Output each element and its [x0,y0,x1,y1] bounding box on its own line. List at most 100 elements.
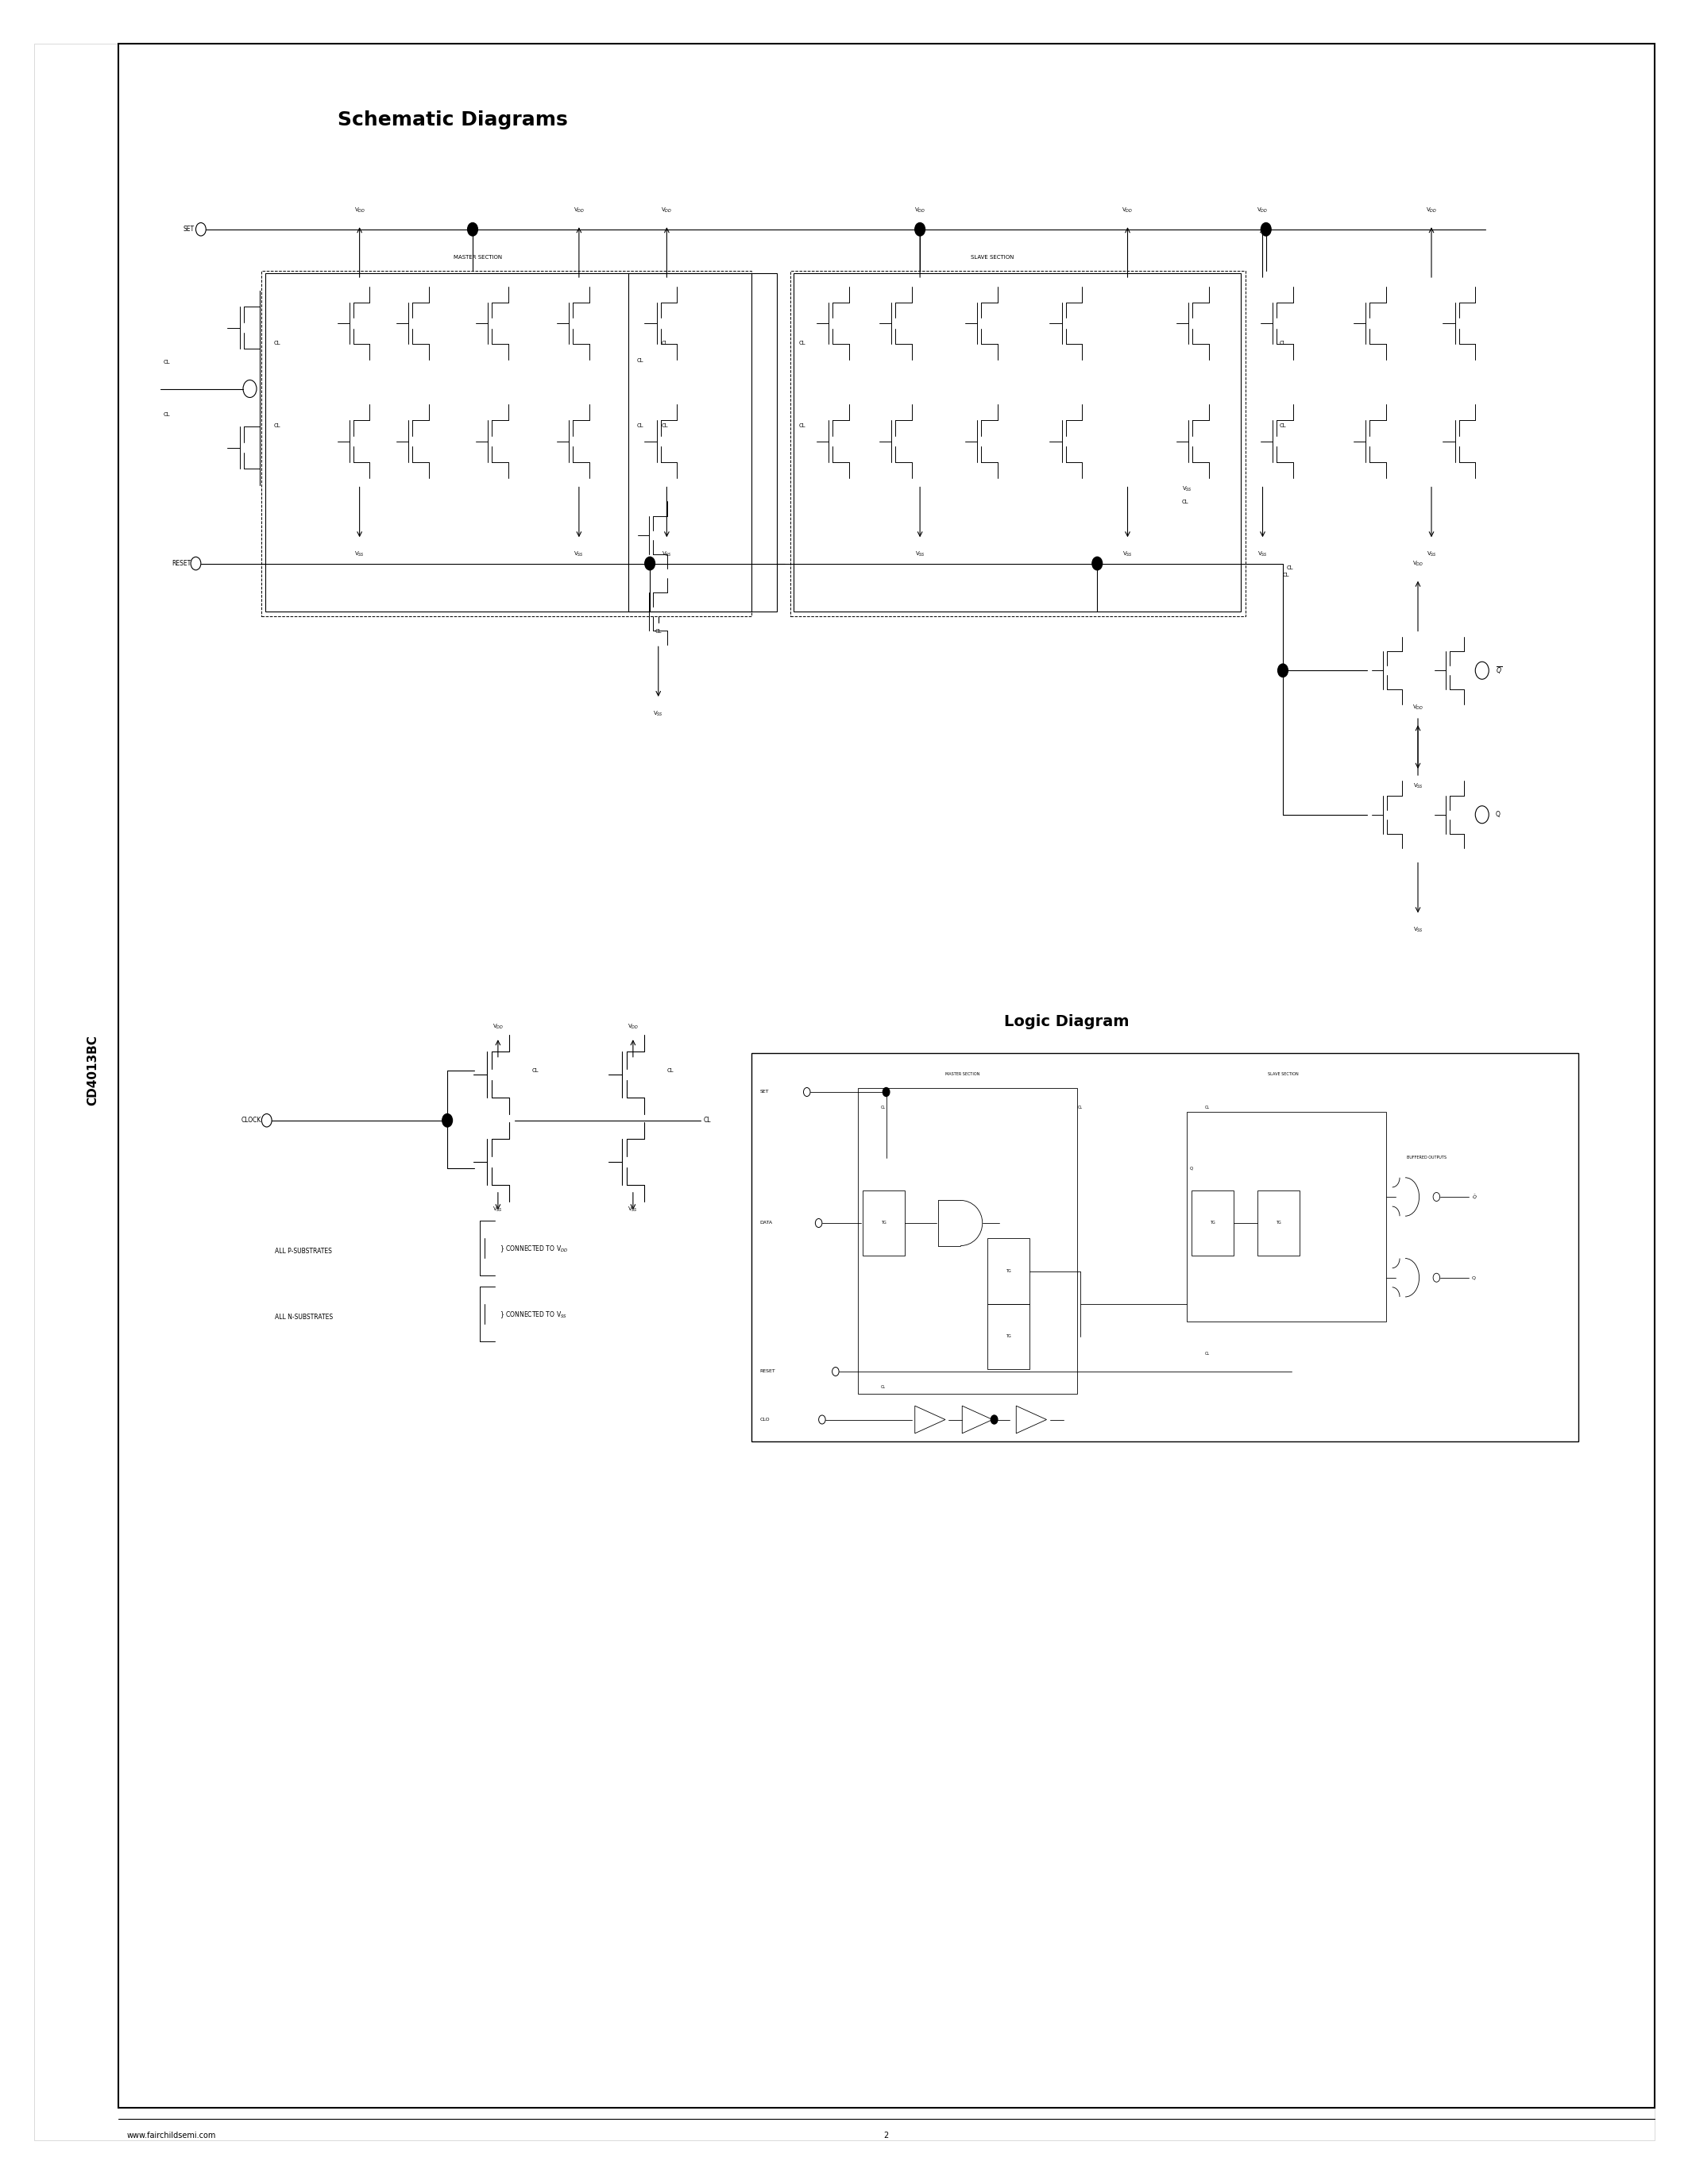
Text: V$_{SS}$: V$_{SS}$ [662,550,672,559]
Bar [628,273,776,612]
Text: CL: CL [1182,500,1188,505]
Text: TG: TG [1210,1221,1215,1225]
Text: CL: CL [1079,1105,1082,1109]
Text: CL: CL [636,424,643,428]
Text: RESET: RESET [760,1369,775,1374]
Circle shape [1261,223,1271,236]
Text: CL: CL [667,1068,674,1072]
Circle shape [442,1114,452,1127]
Bar [265,273,751,612]
Text: V$_{DD}$: V$_{DD}$ [574,205,584,214]
Text: V$_{SS}$: V$_{SS}$ [574,550,584,559]
Bar [987,1304,1030,1369]
Text: V$_{SS}$: V$_{SS}$ [354,550,365,559]
Text: CL: CL [798,341,805,345]
Text: CL: CL [273,424,280,428]
Text: CL: CL [798,424,805,428]
Text: CL: CL [1280,424,1286,428]
Text: DATA: DATA [760,1221,773,1225]
Bar [751,1053,1578,1441]
Text: V$_{DD}$: V$_{DD}$ [628,1022,638,1031]
Text: V$_{SS}$: V$_{SS}$ [1413,782,1423,791]
Text: Schematic Diagrams: Schematic Diagrams [338,111,567,129]
Text: V$_{DD}$: V$_{DD}$ [915,205,925,214]
Text: V$_{SS}$: V$_{SS}$ [915,550,925,559]
Text: V$_{SS}$: V$_{SS}$ [1426,550,1436,559]
Text: Q: Q [1472,1275,1475,1280]
Text: CL: CL [164,413,170,417]
Text: V$_{DD}$: V$_{DD}$ [1123,205,1133,214]
Text: CL: CL [1286,566,1293,570]
Text: SET: SET [760,1090,768,1094]
Bar [262,271,751,616]
Circle shape [468,223,478,236]
Text: TG: TG [1006,1334,1011,1339]
Text: CLO: CLO [760,1417,770,1422]
Text: SLAVE SECTION: SLAVE SECTION [971,256,1014,260]
Text: V$_{SS}$: V$_{SS}$ [1258,550,1268,559]
Text: V$_{DD}$: V$_{DD}$ [354,205,365,214]
Text: SLAVE SECTION: SLAVE SECTION [1268,1072,1298,1077]
Text: V$_{SS}$: V$_{SS}$ [653,710,663,719]
Circle shape [1278,664,1288,677]
Text: CLOCK: CLOCK [241,1116,262,1125]
Text: CL: CL [662,341,668,345]
Text: BUFFERED OUTPUTS: BUFFERED OUTPUTS [1406,1155,1447,1160]
Text: V$_{SS}$: V$_{SS}$ [1413,926,1423,935]
Text: TG: TG [1276,1221,1281,1225]
Circle shape [883,1088,890,1096]
Bar [1187,1112,1386,1321]
Text: 2: 2 [885,2132,888,2140]
Text: CL: CL [164,360,170,365]
Text: CL: CL [636,358,643,363]
Bar [1258,1190,1300,1256]
Text: CL: CL [881,1385,885,1389]
Text: ALL P-SUBSTRATES: ALL P-SUBSTRATES [275,1247,333,1256]
Text: } CONNECTED TO V$_{DD}$: } CONNECTED TO V$_{DD}$ [500,1245,569,1254]
Circle shape [991,1415,998,1424]
Bar [790,271,1246,616]
Bar [863,1190,905,1256]
Text: RESET: RESET [172,559,191,568]
Circle shape [645,557,655,570]
Text: ALL N-SUBSTRATES: ALL N-SUBSTRATES [275,1313,333,1321]
Text: CL: CL [1283,572,1290,577]
Text: } CONNECTED TO V$_{SS}$: } CONNECTED TO V$_{SS}$ [500,1310,567,1319]
Text: CL: CL [273,341,280,345]
Text: CL: CL [662,424,668,428]
Text: CL: CL [655,629,662,633]
Text: TG: TG [881,1221,886,1225]
Text: V$_{SS}$: V$_{SS}$ [1182,485,1192,494]
Text: Q: Q [1496,810,1501,819]
Circle shape [1092,557,1102,570]
Text: $\bar{Q}$: $\bar{Q}$ [1472,1192,1477,1201]
Text: CL: CL [1205,1352,1209,1356]
Text: V$_{DD}$: V$_{DD}$ [1258,205,1268,214]
Text: V$_{DD}$: V$_{DD}$ [1413,703,1423,712]
Text: CL: CL [1280,341,1286,345]
Bar [858,1088,1077,1393]
Text: Q: Q [1190,1166,1193,1171]
Text: V$_{DD}$: V$_{DD}$ [662,205,672,214]
Circle shape [915,223,925,236]
Text: www.fairchildsemi.com: www.fairchildsemi.com [127,2132,216,2140]
Text: V$_{DD}$: V$_{DD}$ [1413,559,1423,568]
Text: V$_{SS}$: V$_{SS}$ [628,1206,638,1214]
Bar [793,273,1241,612]
Text: CL: CL [704,1116,711,1125]
Text: V$_{SS}$: V$_{SS}$ [1123,550,1133,559]
Text: V$_{SS}$: V$_{SS}$ [493,1206,503,1214]
Text: V$_{DD}$: V$_{DD}$ [493,1022,503,1031]
Text: V$_{DD}$: V$_{DD}$ [1426,205,1436,214]
Text: CL: CL [532,1068,538,1072]
Bar [1192,1190,1234,1256]
Text: CD4013BC: CD4013BC [86,1035,100,1105]
Text: CL: CL [1205,1105,1209,1109]
Text: CL: CL [881,1105,885,1109]
Text: SET: SET [182,225,194,234]
Text: Logic Diagram: Logic Diagram [1004,1016,1129,1029]
Bar [987,1238,1030,1304]
Text: $\overline{Q}$: $\overline{Q}$ [1496,666,1502,675]
Text: MASTER SECTION: MASTER SECTION [945,1072,979,1077]
Text: MASTER SECTION: MASTER SECTION [454,256,501,260]
